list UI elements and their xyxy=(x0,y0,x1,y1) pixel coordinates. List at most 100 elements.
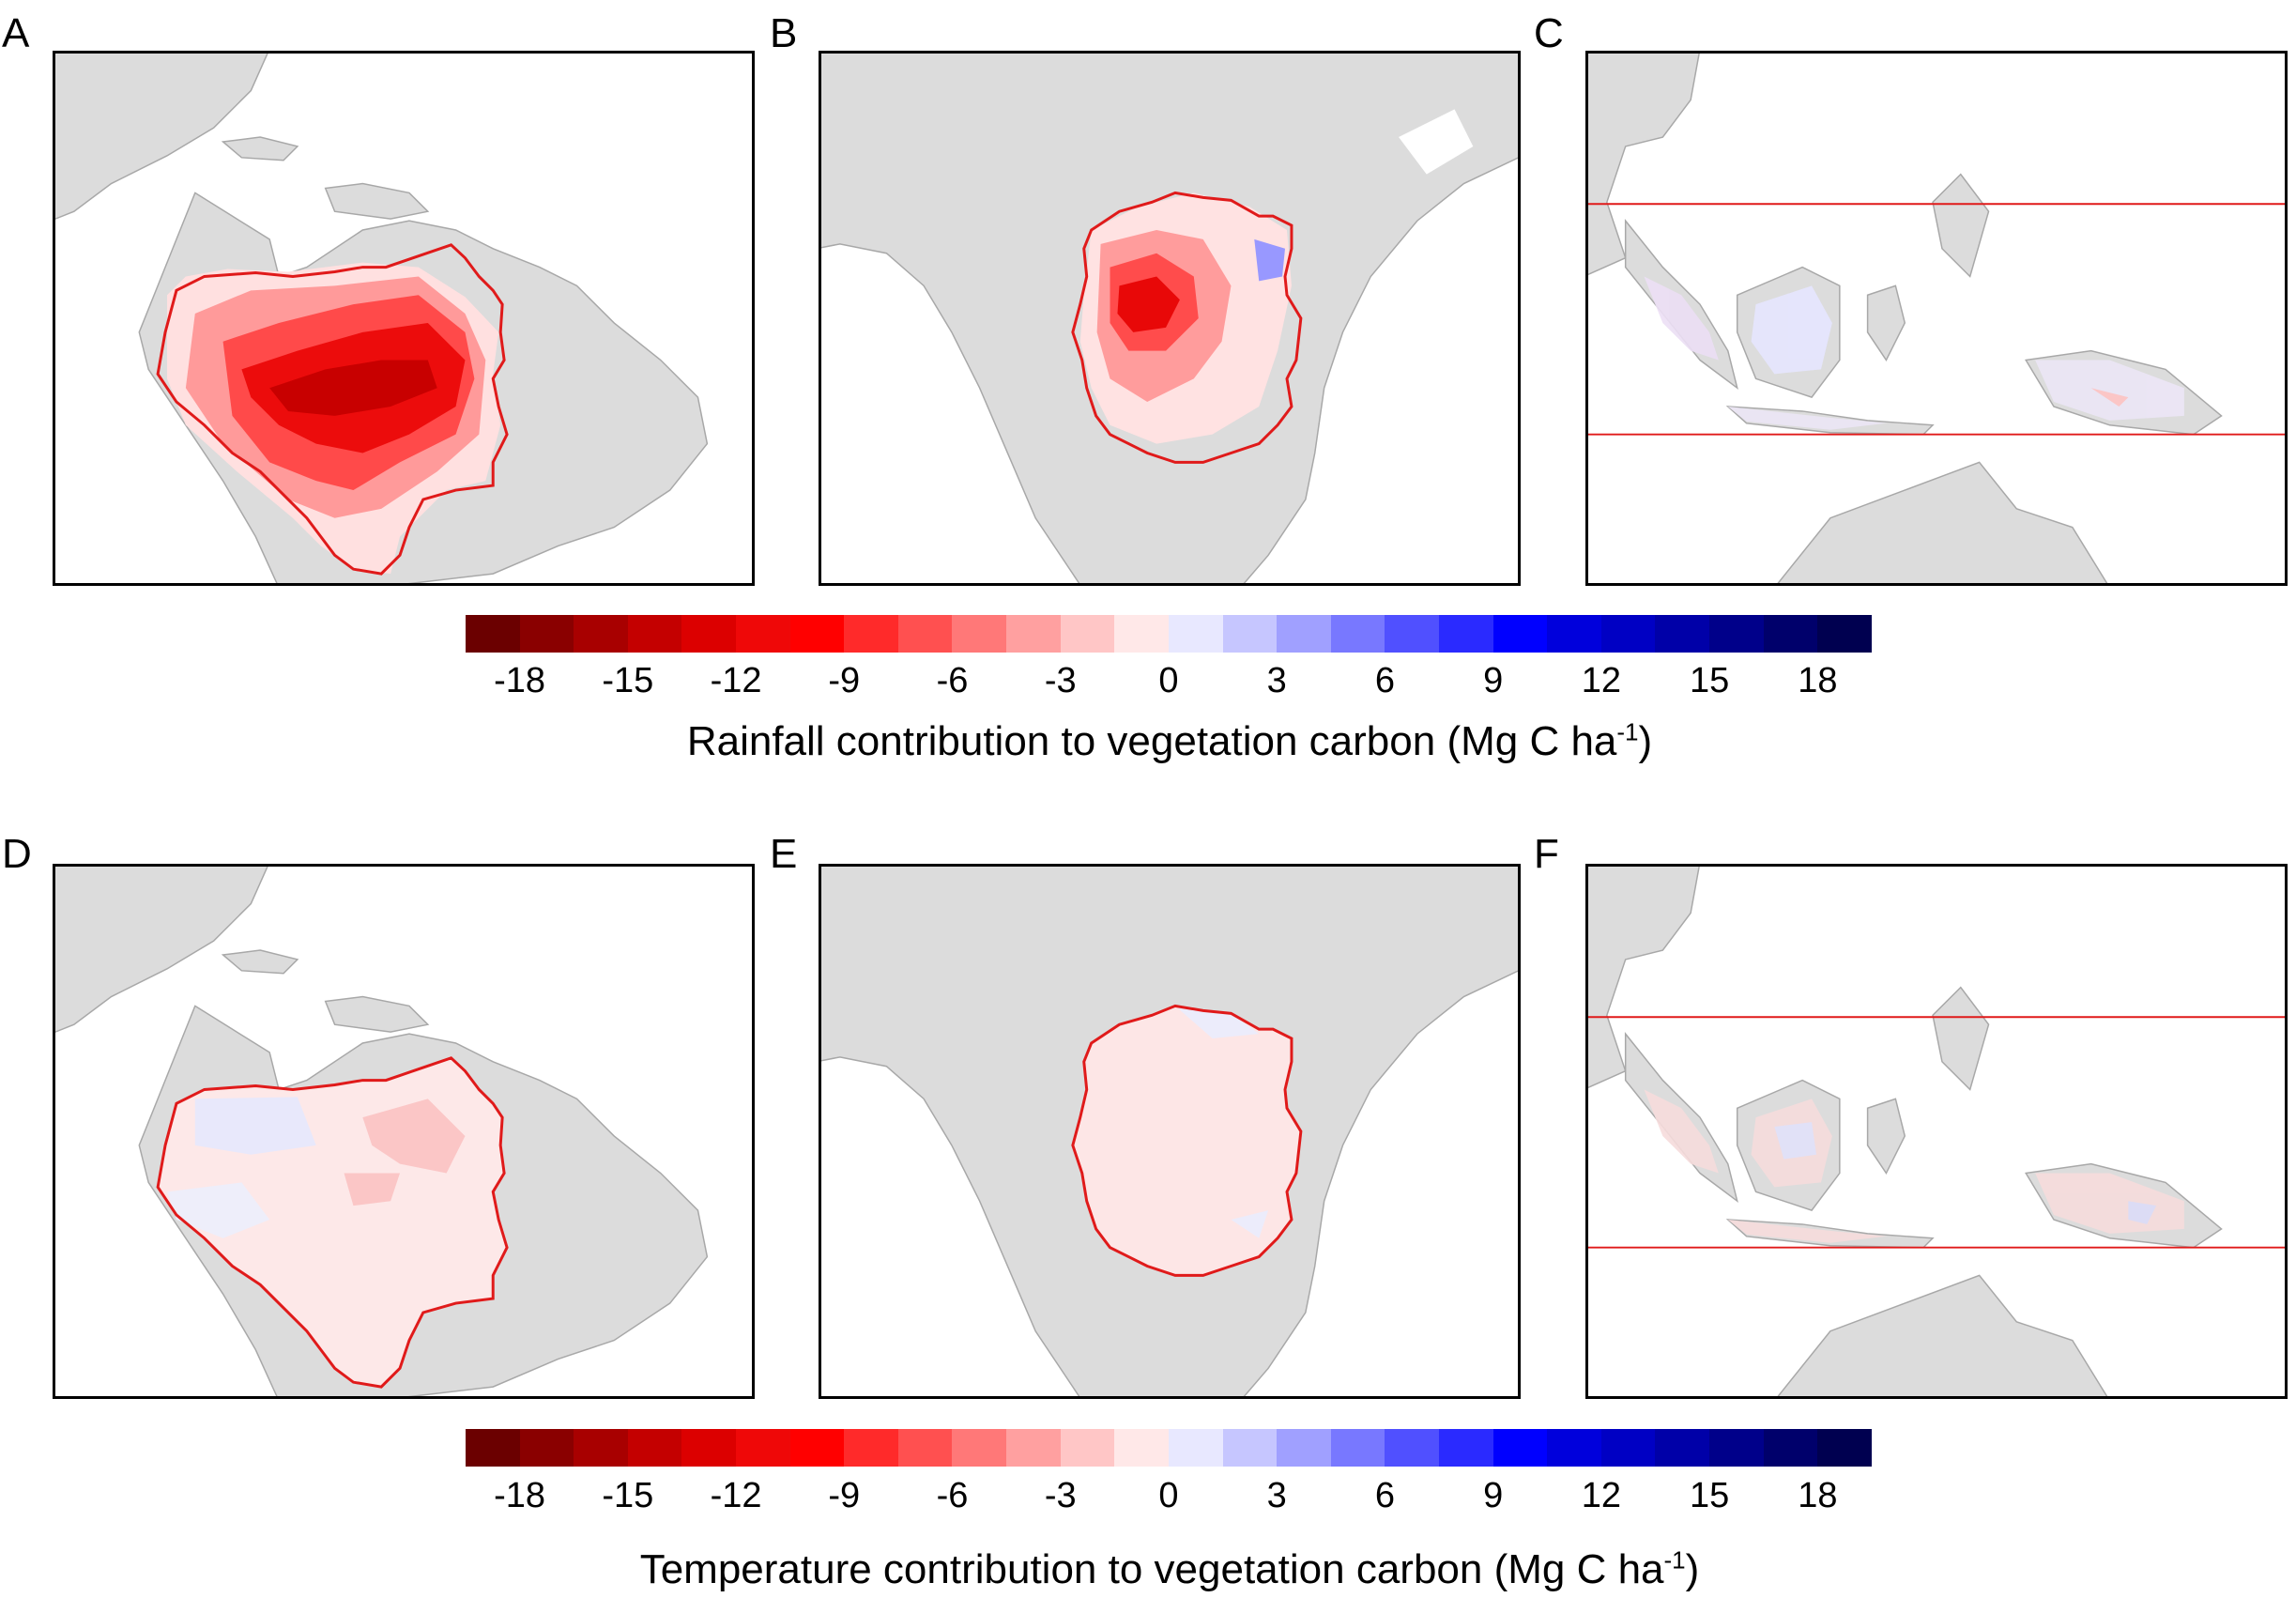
colorbar-temperature-swatch xyxy=(952,1429,1007,1467)
basin-boundary xyxy=(1071,191,1303,464)
colorbar-temperature-swatch xyxy=(681,1429,737,1467)
temperature-anomaly-field xyxy=(1644,1089,2184,1243)
colorbar-rainfall-tick-label: 3 xyxy=(1266,661,1287,700)
colorbar-temperature-swatch xyxy=(1006,1429,1061,1467)
colorbar-rainfall-swatch xyxy=(1709,615,1764,653)
colorbar-temperature-swatch xyxy=(1277,1429,1331,1467)
colorbar-rainfall-swatch xyxy=(1547,615,1601,653)
colorbar-temperature-swatch xyxy=(519,1429,574,1467)
colorbar-temperature-tick-label: 6 xyxy=(1374,1476,1396,1515)
colorbar-temperature-tick-label: 15 xyxy=(1690,1476,1730,1515)
colorbar-rainfall-swatch xyxy=(1763,615,1818,653)
colorbar-rainfall-swatch xyxy=(1600,615,1656,653)
colorbar-rainfall-title: Rainfall contribution to vegetation carb… xyxy=(687,718,1653,764)
colorbar-rainfall-tick-label: -6 xyxy=(936,661,969,700)
colorbar-temperature-swatch xyxy=(1114,1429,1169,1467)
colorbar-rainfall-swatch xyxy=(1438,615,1493,653)
panel-letter-f: F xyxy=(1534,831,1559,877)
panel-letter-a: A xyxy=(2,10,30,56)
colorbar-temperature xyxy=(466,1429,1872,1467)
panel-letter-e: E xyxy=(770,831,798,877)
colorbar-rainfall-swatch xyxy=(627,615,682,653)
colorbar-rainfall-title-end: ) xyxy=(1638,718,1653,764)
colorbar-temperature-tick-label: -6 xyxy=(936,1476,969,1515)
colorbar-rainfall-title-sup: -1 xyxy=(1616,717,1639,746)
colorbar-temperature-swatch xyxy=(789,1429,845,1467)
map-panel-d xyxy=(53,864,755,1399)
colorbar-temperature-swatch xyxy=(1709,1429,1764,1467)
colorbar-temperature-tick-label: 18 xyxy=(1798,1476,1838,1515)
map-panel-f xyxy=(1585,864,2288,1399)
colorbar-temperature-tick-label: -15 xyxy=(602,1476,654,1515)
colorbar-rainfall-swatch xyxy=(952,615,1007,653)
map-f-svg xyxy=(1588,867,2285,1396)
colorbar-temperature-tick-label: -18 xyxy=(494,1476,546,1515)
colorbar-rainfall-swatch xyxy=(1330,615,1385,653)
colorbar-temperature-tick-label: -3 xyxy=(1044,1476,1077,1515)
map-b-svg xyxy=(821,54,1518,583)
colorbar-temperature-title-text: Temperature contribution to vegetation c… xyxy=(639,1546,1664,1592)
map-c-svg xyxy=(1588,54,2285,583)
colorbar-rainfall-swatch xyxy=(681,615,737,653)
colorbar-temperature-swatch xyxy=(1385,1429,1439,1467)
map-e-svg xyxy=(821,867,1518,1396)
colorbar-temperature-tick-label: -9 xyxy=(828,1476,861,1515)
panel-letter-c: C xyxy=(1534,10,1564,56)
temperature-anomaly-field xyxy=(1072,1006,1301,1276)
colorbar-rainfall-swatch xyxy=(1006,615,1061,653)
rainfall-anomaly-field xyxy=(167,262,501,575)
colorbar-temperature-swatch xyxy=(1330,1429,1385,1467)
map-panel-b xyxy=(819,51,1521,586)
map-d-svg xyxy=(55,867,709,1396)
colorbar-rainfall-tick-label: -9 xyxy=(828,661,861,700)
colorbar-temperature-swatch xyxy=(1438,1429,1493,1467)
colorbar-temperature-swatch xyxy=(736,1429,790,1467)
colorbar-temperature-title: Temperature contribution to vegetation c… xyxy=(639,1546,1700,1592)
colorbar-rainfall xyxy=(466,615,1872,653)
colorbar-rainfall-tick-label: -3 xyxy=(1044,661,1077,700)
colorbar-rainfall-swatch xyxy=(1222,615,1278,653)
colorbar-temperature-tick-label: 9 xyxy=(1483,1476,1504,1515)
colorbar-rainfall-tick-label: -15 xyxy=(602,661,654,700)
colorbar-temperature-swatch xyxy=(1817,1429,1872,1467)
colorbar-rainfall-swatch xyxy=(1492,615,1548,653)
colorbar-rainfall-swatch xyxy=(466,615,520,653)
map-panel-a xyxy=(53,51,755,586)
colorbar-rainfall-tick-label: 12 xyxy=(1581,661,1622,700)
colorbar-temperature-swatch xyxy=(897,1429,953,1467)
map-panel-c xyxy=(1585,51,2288,586)
colorbar-rainfall-tick-label: 6 xyxy=(1374,661,1396,700)
colorbar-temperature-tick-label: 3 xyxy=(1266,1476,1287,1515)
colorbar-rainfall-tick-label: 18 xyxy=(1798,661,1838,700)
rainfall-anomaly-field xyxy=(1079,192,1292,444)
colorbar-rainfall-swatch xyxy=(1817,615,1872,653)
colorbar-temperature-swatch xyxy=(1600,1429,1656,1467)
colorbar-temperature-swatch xyxy=(1655,1429,1710,1467)
map-panel-e xyxy=(819,864,1521,1399)
colorbar-temperature-tick-label: -12 xyxy=(710,1476,762,1515)
colorbar-rainfall-swatch xyxy=(1655,615,1710,653)
colorbar-temperature-swatch xyxy=(1168,1429,1223,1467)
map-a-svg xyxy=(55,54,709,583)
colorbar-temperature-swatch xyxy=(1763,1429,1818,1467)
colorbar-rainfall-tick-label: 15 xyxy=(1690,661,1730,700)
colorbar-temperature-swatch xyxy=(466,1429,520,1467)
colorbar-temperature-swatch xyxy=(1547,1429,1601,1467)
colorbar-temperature-title-sup: -1 xyxy=(1663,1545,1686,1575)
colorbar-rainfall-tick-label: -18 xyxy=(494,661,546,700)
basin-boundary xyxy=(156,243,509,576)
basin-boundary xyxy=(1071,1004,1303,1277)
colorbar-rainfall-swatch xyxy=(1060,615,1115,653)
colorbar-rainfall-swatch xyxy=(844,615,898,653)
colorbar-rainfall-tick-label: 0 xyxy=(1158,661,1179,700)
colorbar-rainfall-swatch xyxy=(789,615,845,653)
panel-letter-d: D xyxy=(2,831,32,877)
rainfall-anomaly-field xyxy=(1644,276,2184,430)
colorbar-temperature-swatch xyxy=(1222,1429,1278,1467)
colorbar-temperature-swatch xyxy=(844,1429,898,1467)
colorbar-temperature-tick-label: 12 xyxy=(1581,1476,1622,1515)
panel-letter-b: B xyxy=(770,10,798,56)
basin-boundary xyxy=(156,1056,509,1389)
colorbar-rainfall-tick-label: -12 xyxy=(710,661,762,700)
colorbar-rainfall-swatch xyxy=(1168,615,1223,653)
